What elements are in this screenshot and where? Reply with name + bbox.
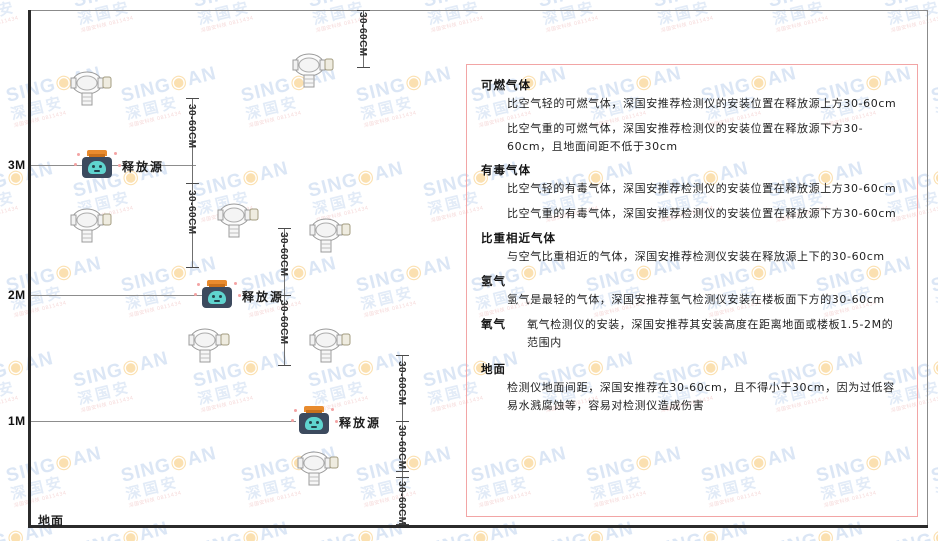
panel-section-heading: 有毒气体	[481, 163, 531, 178]
panel-section-heading: 可燃气体	[481, 78, 531, 92]
wall-line	[28, 10, 31, 528]
panel-spacer	[481, 351, 901, 361]
panel-section-heading: 氧气	[481, 316, 506, 331]
dimension-label: 30-60CM	[396, 425, 407, 470]
panel-section-text: 比空气轻的有毒气体，深国安推荐检测仪的安装位置在释放源上方30-60cm	[507, 182, 897, 196]
gas-detector-icon	[68, 205, 114, 245]
release-source-icon	[74, 150, 121, 180]
level-line-2m	[31, 295, 203, 296]
level-label-1m: 1M	[8, 414, 26, 428]
panel-section-heading: 地面	[481, 362, 506, 377]
panel-section-text: 检测仪地面间距，深国安推荐在30-60cm，且不得小于30cm，因为过低容易水溅…	[507, 381, 895, 413]
panel-section-heading: 比重相近气体	[481, 231, 556, 246]
dimension-label: 30-60CM	[186, 104, 197, 149]
level-label-2m: 2M	[8, 288, 26, 302]
panel-section: 可燃气体比空气轻的可燃气体，深国安推荐检测仪的安装位置在释放源上方30-60cm…	[481, 77, 901, 155]
dimension-label: 30-60CM	[357, 12, 368, 57]
release-source-label-3m: 释放源	[122, 160, 165, 174]
release-source-label-2m: 释放源	[242, 290, 285, 304]
panel-section-text: 氧气检测仪的安装，深国安推荐其安装高度在距离地面或楼板1.5-2M的范围内	[527, 317, 894, 349]
gas-detector-icon	[295, 448, 341, 488]
release-source-icon	[291, 406, 338, 436]
gas-detector-icon	[186, 325, 232, 365]
dimension-label: 30-60CM	[186, 190, 197, 235]
panel-section-text: 与空气比重相近的气体，深国安推荐检测仪安装在释放源上下的30-60cm	[507, 250, 885, 264]
level-line-3m	[31, 165, 196, 166]
release-source-icon	[194, 280, 241, 310]
gas-detector-icon	[307, 325, 353, 365]
frame-top-line	[28, 10, 928, 11]
frame-right-line	[927, 10, 928, 528]
panel-section: 地面 检测仪地面间距，深国安推荐在30-60cm，且不得小于30cm，因为过低容易…	[481, 361, 901, 415]
panel-section: 有毒气体比空气轻的有毒气体，深国安推荐检测仪的安装位置在释放源上方30-60cm…	[481, 162, 901, 223]
panel-section-text: 比空气轻的可燃气体，深国安推荐检测仪的安装位置在释放源上方30-60cm	[507, 97, 897, 110]
panel-section: 氢气 氢气是最轻的气体，深国安推荐氢气检测仪安装在楼板面下方的30-60cm	[481, 273, 901, 309]
level-line-1m	[31, 421, 296, 422]
gas-detector-icon	[307, 215, 353, 255]
dimension-label: 30-60CM	[396, 361, 407, 406]
level-label-3m: 3M	[8, 158, 26, 172]
ground-line	[28, 525, 928, 528]
release-source-label-1m: 释放源	[339, 416, 382, 430]
installation-guidance-panel: 可燃气体比空气轻的可燃气体，深国安推荐检测仪的安装位置在释放源上方30-60cm…	[466, 64, 918, 517]
gas-detector-icon	[290, 50, 336, 90]
panel-section-text: 比空气重的可燃气体，深国安推荐检测仪的安装位置在释放源下方30-60cm，且地面…	[507, 121, 864, 153]
gas-detector-icon	[215, 200, 261, 240]
ground-label: 地面	[38, 514, 65, 528]
panel-section: 比重相近气体与空气比重相近的气体，深国安推荐检测仪安装在释放源上下的30-60c…	[481, 230, 901, 266]
dimension-label: 30-60CM	[278, 300, 289, 345]
gas-detector-icon	[68, 68, 114, 108]
panel-section-text: 氢气是最轻的气体，深国安推荐氢气检测仪安装在楼板面下方的30-60cm	[507, 292, 885, 306]
panel-section-text: 比空气重的有毒气体，深国安推荐检测仪的安装位置在释放源下方30-60cm	[507, 207, 897, 221]
dimension-label: 30-60CM	[396, 481, 407, 526]
dimension-label: 30-60CM	[278, 232, 289, 277]
panel-section-heading: 氢气	[481, 273, 506, 288]
panel-section: 氧气 氧气检测仪的安装，深国安推荐其安装高度在距离地面或楼板1.5-2M的范围内	[481, 316, 901, 352]
